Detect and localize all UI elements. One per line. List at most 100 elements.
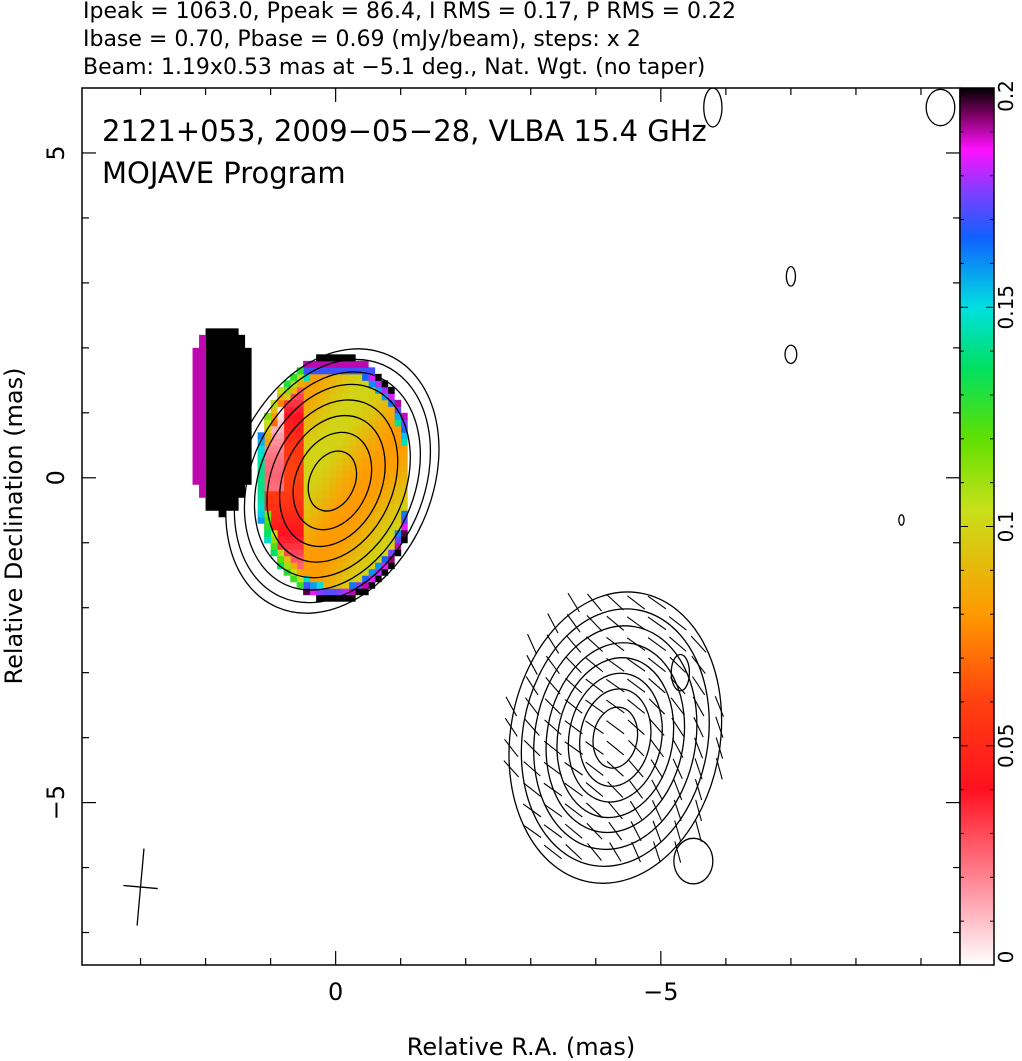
- polarization-pixel: [212, 354, 220, 362]
- polarization-pixel: [303, 568, 311, 576]
- polarization-pixel: [257, 451, 265, 459]
- polarization-pixel: [303, 451, 311, 459]
- polarization-pixel: [257, 503, 265, 511]
- polarization-pixel: [394, 516, 402, 524]
- polarization-pixel: [368, 510, 376, 518]
- polarization-pixel: [335, 406, 343, 414]
- polarization-vector: [585, 720, 604, 734]
- polarization-pixel: [374, 406, 382, 414]
- polarization-pixel: [335, 354, 343, 362]
- polarization-pixel: [199, 419, 207, 427]
- polarization-pixel: [277, 490, 285, 498]
- polarization-pixel: [270, 425, 278, 433]
- polarization-pixel: [400, 477, 408, 485]
- polarization-pixel: [322, 516, 330, 524]
- polarization-pixel: [205, 386, 213, 394]
- polarization-vector: [522, 803, 542, 818]
- polarization-pixel: [335, 367, 343, 375]
- polarization-pixel: [212, 471, 220, 479]
- polarization-pixel: [355, 477, 363, 485]
- polarization-vector: [715, 758, 723, 780]
- polarization-pixel: [329, 445, 337, 453]
- polarization-pixel: [381, 406, 389, 414]
- polarization-pixel: [218, 451, 226, 459]
- header-line-3: Beam: 1.19x0.53 mas at −5.1 deg., Nat. W…: [83, 55, 705, 80]
- polarization-pixel: [290, 510, 298, 518]
- polarization-pixel: [238, 432, 246, 440]
- polarization-pixel: [283, 445, 291, 453]
- polarization-pixel: [238, 341, 246, 349]
- polarization-pixel: [322, 523, 330, 531]
- main-component-contours: [225, 348, 440, 614]
- polarization-pixel: [283, 555, 291, 563]
- polarization-pixel: [205, 334, 213, 342]
- polarization-pixel: [374, 477, 382, 485]
- polarization-pixel: [355, 510, 363, 518]
- polarization-pixel: [342, 594, 350, 602]
- polarization-pixel: [335, 445, 343, 453]
- polarization-vector: [547, 613, 559, 634]
- polarization-pixel: [355, 386, 363, 394]
- polarization-pixel: [296, 581, 304, 589]
- polarization-pixel: [316, 516, 324, 524]
- polarization-pixel: [283, 542, 291, 550]
- polarization-vector: [564, 782, 583, 797]
- polarization-pixel: [400, 503, 408, 511]
- polarization-pixel: [322, 581, 330, 589]
- polarization-pixel: [309, 523, 317, 531]
- polarization-pixel: [225, 438, 233, 446]
- polarization-pixel: [361, 477, 369, 485]
- polarization-pixel: [264, 451, 272, 459]
- polarization-pixel: [342, 588, 350, 596]
- polarization-pixel: [199, 438, 207, 446]
- polarization-pixel: [309, 373, 317, 381]
- polarization-pixel: [231, 419, 239, 427]
- polarization-pixel: [355, 406, 363, 414]
- polarization-vector: [649, 738, 664, 758]
- polarization-pixel: [244, 445, 252, 453]
- polarization-pixel: [374, 529, 382, 537]
- polarization-pixel: [296, 432, 304, 440]
- polarization-pixel: [381, 536, 389, 544]
- polarization-pixel: [218, 393, 226, 401]
- polarization-pixel: [316, 549, 324, 557]
- polarization-pixel: [335, 393, 343, 401]
- polarization-pixel: [205, 354, 213, 362]
- polarization-pixel: [329, 588, 337, 596]
- polarization-pixel: [335, 471, 343, 479]
- polarization-pixel: [303, 490, 311, 498]
- polarization-pixel: [381, 523, 389, 531]
- polarization-pixel: [303, 399, 311, 407]
- polarization-pixel: [355, 588, 363, 596]
- polarization-vector: [627, 595, 646, 610]
- polarization-pixel: [205, 367, 213, 375]
- polarization-pixel: [387, 386, 395, 394]
- polarization-pixel: [316, 412, 324, 420]
- polarization-vector: [607, 781, 624, 798]
- colorbar-tick-label: 0: [994, 951, 1018, 964]
- polarization-pixel: [368, 549, 376, 557]
- polarization-pixel: [238, 393, 246, 401]
- polarization-pixel: [231, 373, 239, 381]
- polarization-pixel: [387, 406, 395, 414]
- polarization-pixel: [277, 458, 285, 466]
- polarization-pixel: [322, 575, 330, 583]
- polarization-pixel: [394, 425, 402, 433]
- polarization-pixel: [277, 432, 285, 440]
- colorbar-ticks: 0 0.05 0.1 0.15 0.2: [960, 80, 1018, 966]
- polarization-vector: [606, 720, 625, 735]
- polarization-pixel: [322, 568, 330, 576]
- polarization-pixel: [199, 458, 207, 466]
- polarization-pixel: [374, 523, 382, 531]
- polarization-pixel: [212, 399, 220, 407]
- polarization-pixel: [355, 575, 363, 583]
- polarization-pixel: [322, 380, 330, 388]
- polarization-pixel: [329, 516, 337, 524]
- polarization-pixel: [283, 536, 291, 544]
- polarization-pixel: [283, 490, 291, 498]
- polarization-pixel: [199, 484, 207, 492]
- polarization-pixel: [361, 373, 369, 381]
- polarization-vector: [587, 593, 602, 612]
- polarization-pixel: [296, 373, 304, 381]
- polarization-pixel: [387, 516, 395, 524]
